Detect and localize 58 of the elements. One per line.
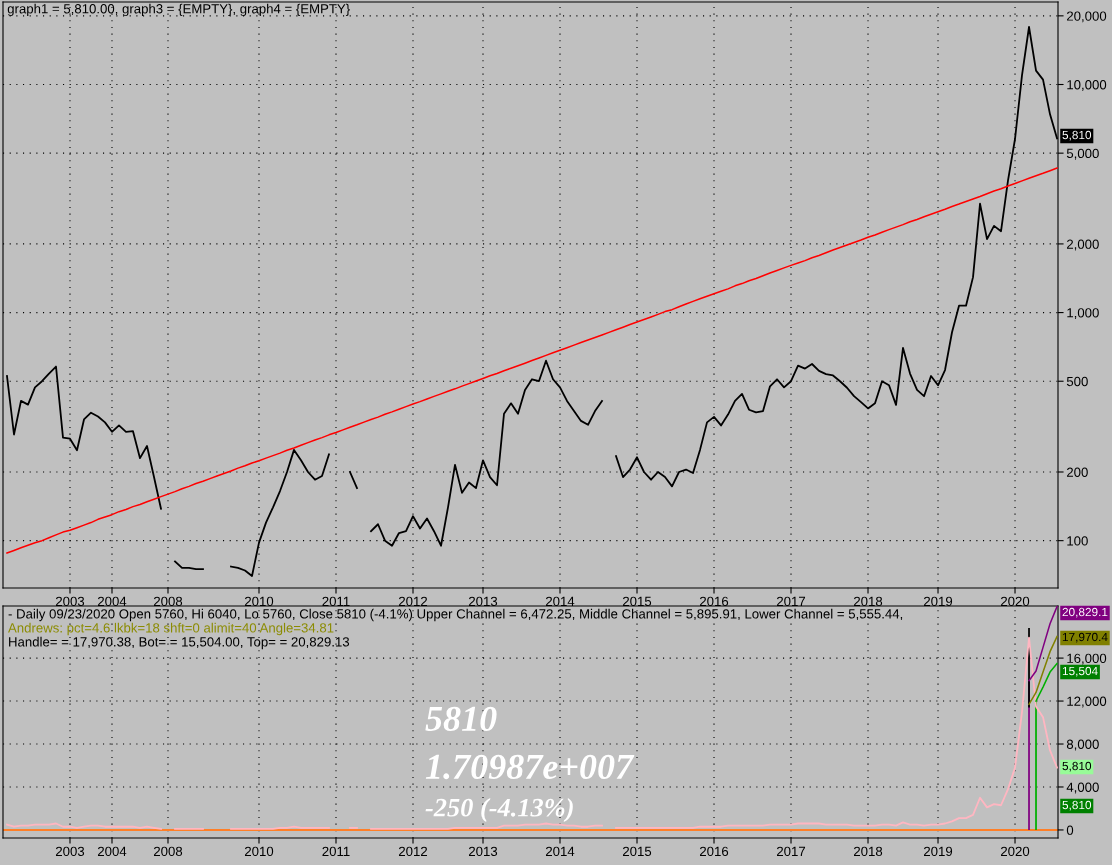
x-tick-label: 2019 bbox=[924, 846, 953, 857]
x-tick-label: 2015 bbox=[623, 596, 652, 607]
y-tick-label: 0 bbox=[1066, 825, 1074, 835]
x-tick-label: 2011 bbox=[322, 596, 350, 607]
annotation: 1.70987e+007 bbox=[425, 754, 635, 780]
x-tick-label: 2018 bbox=[854, 846, 883, 857]
x-tick-label: 2011 bbox=[322, 846, 350, 857]
line-series bbox=[6, 167, 1058, 554]
x-tick-label: 2010 bbox=[244, 596, 274, 607]
x-tick-label: 2014 bbox=[545, 846, 575, 857]
x-tick-label: 2020 bbox=[1001, 846, 1030, 857]
text: 5,810 bbox=[1062, 130, 1092, 141]
y-tick-label: 200 bbox=[1067, 467, 1088, 477]
x-tick-label: 2020 bbox=[1001, 596, 1030, 607]
text: 15,504 bbox=[1062, 666, 1098, 677]
y-tick-label: 12,000 bbox=[1067, 696, 1107, 708]
x-tick-label: 2014 bbox=[545, 596, 575, 607]
x-tick-label: 2012 bbox=[398, 596, 428, 607]
line-series bbox=[1028, 635, 1058, 706]
annotation: Andrews: pct=4.6 lkbk=18 shft=0 alimit=40 Angle=34.81 bbox=[8, 622, 334, 636]
y-tick-label: 500 bbox=[1066, 376, 1088, 387]
line-series bbox=[1035, 662, 1058, 702]
y-tick-label: 10,000 bbox=[1067, 80, 1107, 91]
x-tick-label: 2008 bbox=[153, 846, 183, 857]
y-tick-label: 20,000 bbox=[1067, 11, 1107, 23]
x-tick-label: 2015 bbox=[623, 846, 652, 857]
y-tick-label: 1,000 bbox=[1067, 308, 1099, 320]
x-tick-label: 2004 bbox=[97, 846, 127, 857]
y-tick-label: 5,000 bbox=[1066, 148, 1099, 160]
text: 17,970.4 bbox=[1062, 632, 1108, 643]
y-tick-label: 16,000 bbox=[1067, 653, 1107, 665]
chart-title: graph1 = 5,810.00, graph3 = {EMPTY}, graph4 = {EMPTY} bbox=[7, 3, 350, 17]
x-tick-label: 2013 bbox=[468, 846, 498, 857]
annotation: -250 (-4.13%) bbox=[425, 798, 573, 822]
x-tick-label: 2016 bbox=[700, 596, 729, 607]
text: 5,810 bbox=[1062, 761, 1092, 772]
text: 20,829.1 bbox=[1062, 607, 1108, 618]
x-tick-label: 2010 bbox=[244, 846, 274, 857]
text: 5,810 bbox=[1062, 800, 1092, 811]
y-tick-label: 4,000 bbox=[1066, 782, 1099, 794]
annotation: Handle= = 17,970.38, Bot= = 15,504.00, Top= = 20,829.13 bbox=[9, 636, 350, 650]
x-tick-label: 2013 bbox=[468, 596, 498, 607]
y-tick-label: 2,000 bbox=[1067, 239, 1099, 251]
x-tick-label: 2003 bbox=[55, 596, 85, 607]
x-tick-label: 2019 bbox=[924, 596, 953, 607]
y-tick-label: 8,000 bbox=[1066, 739, 1099, 751]
x-tick-label: 2012 bbox=[398, 846, 428, 857]
annotation: - Daily 09/23/2020 Open 5760, Hi 6040, Lo 5760, Close 5810 (-4.1%) Upper Channel = 6,472.25, Middle Channel = 5,895.91, Lower Channel = 5,555.44, bbox=[8, 608, 903, 622]
x-tick-label: 2008 bbox=[153, 596, 183, 607]
x-tick-label: 2004 bbox=[97, 596, 127, 607]
x-tick-label: 2016 bbox=[700, 846, 729, 857]
line-series bbox=[1028, 606, 1058, 682]
annotation: 5810 bbox=[425, 706, 497, 732]
x-tick-label: 2017 bbox=[777, 846, 806, 857]
x-tick-label: 2003 bbox=[55, 846, 85, 857]
x-tick-label: 2018 bbox=[854, 596, 883, 607]
y-tick-label: 100 bbox=[1067, 536, 1088, 546]
x-tick-label: 2017 bbox=[777, 596, 806, 607]
